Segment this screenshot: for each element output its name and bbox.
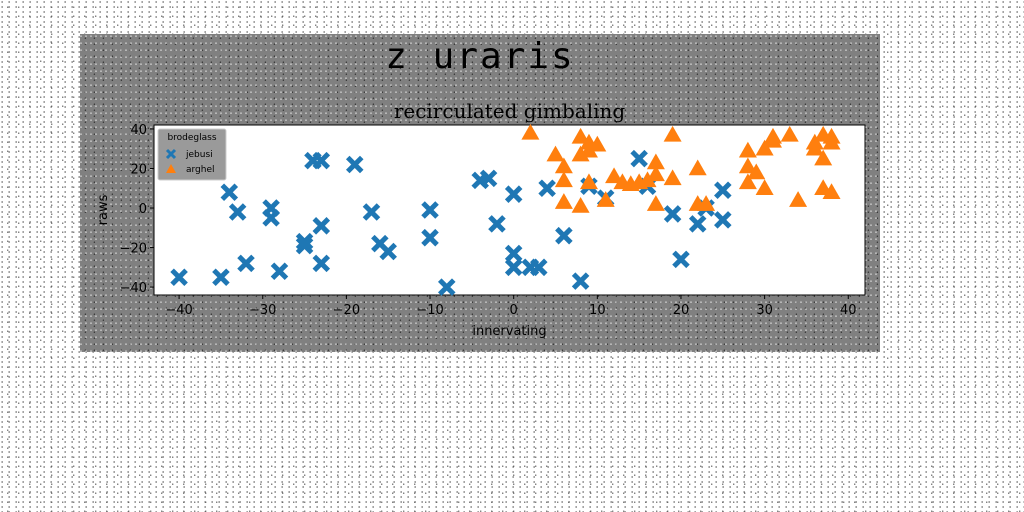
legend: brodeglass jebusi arghel xyxy=(157,128,227,181)
data-point xyxy=(312,254,331,273)
data-point xyxy=(421,201,439,219)
data-point xyxy=(571,197,590,213)
data-point xyxy=(538,179,556,198)
data-point xyxy=(663,125,682,142)
data-point xyxy=(738,141,757,158)
data-point xyxy=(780,125,799,142)
data-point xyxy=(345,155,364,174)
data-point xyxy=(170,268,188,286)
legend-marker-arghel xyxy=(166,164,176,173)
data-point xyxy=(822,133,841,150)
data-point xyxy=(755,139,774,156)
figure: z uraris recirculated gimbaling innervat… xyxy=(80,34,880,352)
data-point xyxy=(738,157,757,174)
data-point xyxy=(646,195,665,211)
data-point xyxy=(228,203,247,221)
x-tick-label: 20 xyxy=(673,303,690,318)
data-point xyxy=(789,191,808,207)
data-point xyxy=(571,272,590,290)
data-point xyxy=(646,165,665,182)
data-point xyxy=(270,262,289,281)
data-point xyxy=(379,242,397,261)
data-point xyxy=(262,209,280,227)
data-point xyxy=(521,123,540,140)
data-point xyxy=(312,151,331,170)
data-point xyxy=(672,250,690,269)
legend-label-arghel: arghel xyxy=(186,165,215,175)
data-point xyxy=(588,135,607,152)
x-tick-label: 10 xyxy=(589,303,606,318)
data-point xyxy=(437,278,456,296)
data-point xyxy=(714,211,732,229)
data-point xyxy=(814,149,833,166)
x-tick-label: −10 xyxy=(416,303,443,318)
data-point xyxy=(312,217,331,235)
data-point xyxy=(688,215,707,233)
data-point xyxy=(747,163,766,180)
data-point xyxy=(220,183,239,201)
y-tick-label: 0 xyxy=(139,202,147,217)
y-axis-label: raws xyxy=(96,194,111,225)
x-tick-label: −40 xyxy=(165,303,192,318)
legend-box xyxy=(157,128,227,181)
x-tick-label: −30 xyxy=(249,303,276,318)
data-point xyxy=(697,195,716,211)
data-point xyxy=(579,141,598,158)
x-axis: −40 −30 −20 −10 0 10 20 30 40 xyxy=(165,295,857,318)
data-point xyxy=(646,153,665,170)
series-layer xyxy=(170,123,841,296)
data-point xyxy=(555,226,573,245)
chart-title: recirculated gimbaling xyxy=(394,99,626,123)
data-point xyxy=(530,258,548,277)
x-tick-label: 0 xyxy=(510,303,518,318)
data-point xyxy=(295,236,314,255)
scatter-chart: recirculated gimbaling innervating raws … xyxy=(96,99,866,339)
data-point xyxy=(237,254,255,273)
data-point xyxy=(488,215,506,233)
data-point xyxy=(571,127,590,144)
legend-marker-jebusi xyxy=(165,148,177,160)
data-point xyxy=(738,173,757,190)
y-tick-label: −20 xyxy=(120,242,147,257)
legend-title: brodeglass xyxy=(167,133,216,143)
data-point xyxy=(755,179,774,196)
y-axis: −40 −20 0 20 40 xyxy=(120,123,154,296)
figure-suptitle: z uraris xyxy=(385,36,575,77)
x-tick-label: 30 xyxy=(756,303,773,318)
x-tick-label: 40 xyxy=(840,303,857,318)
data-point xyxy=(362,203,381,221)
data-point xyxy=(805,139,824,156)
data-point xyxy=(546,145,565,162)
data-point xyxy=(605,167,624,184)
data-point xyxy=(714,181,732,200)
data-point xyxy=(554,193,573,209)
data-point xyxy=(295,232,314,251)
x-tick-label: −20 xyxy=(333,303,360,318)
data-point xyxy=(571,145,590,162)
data-point xyxy=(504,185,523,203)
x-axis-label: innervating xyxy=(472,324,546,339)
data-point xyxy=(554,157,573,174)
data-point xyxy=(822,183,841,199)
series-arghel xyxy=(521,123,841,213)
data-point xyxy=(596,191,615,207)
data-point xyxy=(212,268,230,286)
data-point xyxy=(688,159,707,176)
data-point xyxy=(630,149,648,168)
y-tick-label: −40 xyxy=(120,281,147,296)
data-point xyxy=(663,205,682,223)
data-point xyxy=(763,131,782,148)
y-tick-label: 40 xyxy=(130,123,147,138)
data-point xyxy=(663,169,682,186)
data-point xyxy=(554,171,573,188)
data-point xyxy=(479,169,498,188)
data-point xyxy=(504,258,523,277)
data-point xyxy=(579,173,598,190)
legend-label-jebusi: jebusi xyxy=(185,150,213,160)
y-tick-label: 20 xyxy=(130,162,147,177)
data-point xyxy=(504,244,523,263)
data-point xyxy=(421,228,439,247)
data-point xyxy=(638,171,657,188)
